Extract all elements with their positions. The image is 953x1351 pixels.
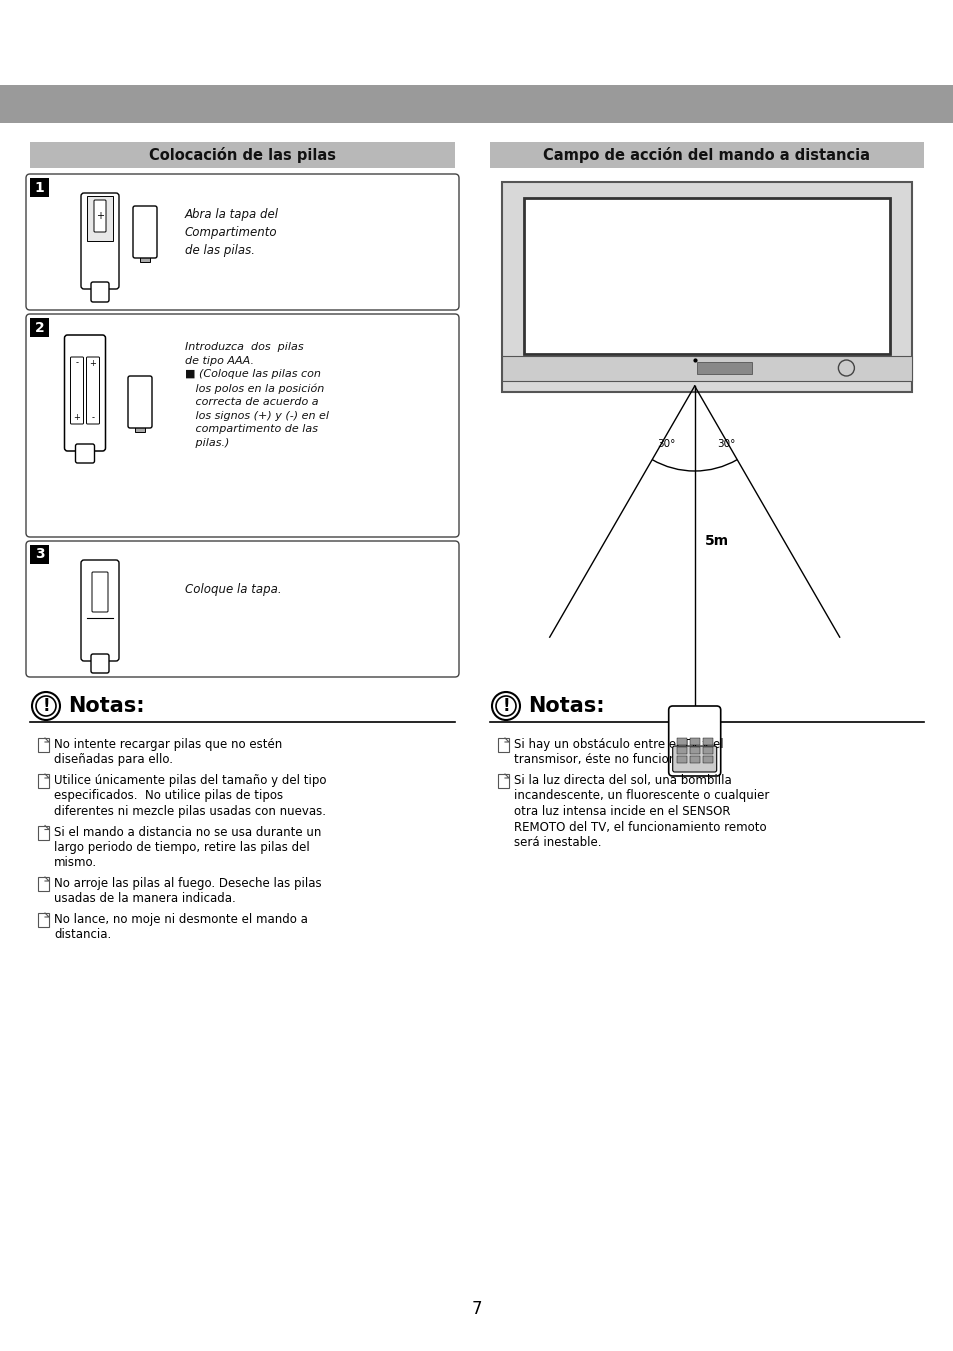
FancyBboxPatch shape [87,357,99,424]
Text: -: - [75,358,78,367]
FancyBboxPatch shape [497,774,509,788]
Bar [501,357,911,381]
Text: incandescente, un fluorescente o cualquier: incandescente, un fluorescente o cualqui… [514,789,768,802]
Text: Si la luz directa del sol, una bombilla: Si la luz directa del sol, una bombilla [514,774,731,788]
Text: 30°: 30° [657,439,675,449]
Text: 5m: 5m [704,534,728,549]
Bar [501,182,911,392]
FancyBboxPatch shape [672,746,716,771]
FancyBboxPatch shape [91,654,109,673]
Text: Abra la tapa del
Compartimento
de las pilas.: Abra la tapa del Compartimento de las pi… [185,208,278,257]
Text: Utilice únicamente pilas del tamaño y del tipo: Utilice únicamente pilas del tamaño y de… [54,774,326,788]
Text: 3: 3 [34,547,44,562]
Bar [676,757,686,763]
FancyBboxPatch shape [668,707,720,775]
Bar [30,544,49,563]
Bar [135,426,145,432]
Bar [676,738,686,744]
FancyBboxPatch shape [38,825,49,839]
Circle shape [492,692,519,720]
Text: Si hay un obstáculo entre el TV y el: Si hay un obstáculo entre el TV y el [514,738,723,751]
FancyBboxPatch shape [65,335,106,451]
Text: Coloque la tapa.: Coloque la tapa. [185,584,281,596]
Text: diseñadas para ello.: diseñadas para ello. [54,754,172,766]
Text: +: + [96,211,104,222]
Text: !: ! [501,697,509,715]
Bar [523,199,889,354]
FancyBboxPatch shape [91,571,108,612]
Text: Notas:: Notas: [68,696,145,716]
FancyBboxPatch shape [91,282,109,303]
Bar [140,255,150,262]
Text: Colocación de las pilas: Colocación de las pilas [149,147,335,163]
Text: 2: 2 [34,320,45,335]
Text: -: - [91,413,94,423]
Text: distancia.: distancia. [54,928,112,942]
Text: será inestable.: será inestable. [514,836,601,848]
Circle shape [32,692,60,720]
Bar [689,757,699,763]
Text: usadas de la manera indicada.: usadas de la manera indicada. [54,893,235,905]
Text: diferentes ni mezcle pilas usadas con nuevas.: diferentes ni mezcle pilas usadas con nu… [54,805,326,817]
Text: 1: 1 [34,181,45,195]
Bar [697,362,752,374]
FancyBboxPatch shape [81,561,119,661]
Text: mismo.: mismo. [54,857,97,870]
FancyBboxPatch shape [26,174,458,309]
Bar [702,747,712,754]
Text: transmisor, éste no funciona.: transmisor, éste no funciona. [514,754,686,766]
Text: +: + [90,358,96,367]
Text: No intente recargar pilas que no estén: No intente recargar pilas que no estén [54,738,282,751]
Text: 7: 7 [471,1300,482,1319]
Text: REMOTO del TV, el funcionamiento remoto: REMOTO del TV, el funcionamiento remoto [514,820,766,834]
Text: Si el mando a distancia no se usa durante un: Si el mando a distancia no se usa durant… [54,825,321,839]
FancyBboxPatch shape [94,200,106,232]
Bar [689,738,699,744]
Text: No lance, no moje ni desmonte el mando a: No lance, no moje ni desmonte el mando a [54,913,308,925]
Text: Introduzca  dos  pilas
de tipo AAA.
■ (Coloque las pilas con
   los polos en la : Introduzca dos pilas de tipo AAA. ■ (Col… [185,342,329,449]
Text: +: + [73,413,80,423]
Text: especificados.  No utilice pilas de tipos: especificados. No utilice pilas de tipos [54,789,283,802]
Text: otra luz intensa incide en el SENSOR: otra luz intensa incide en el SENSOR [514,805,730,817]
FancyBboxPatch shape [128,376,152,428]
Bar [702,757,712,763]
FancyBboxPatch shape [38,738,49,753]
Circle shape [496,696,516,716]
Text: !: ! [42,697,50,715]
FancyBboxPatch shape [26,540,458,677]
FancyBboxPatch shape [71,357,84,424]
FancyBboxPatch shape [81,193,119,289]
FancyBboxPatch shape [26,313,458,536]
FancyBboxPatch shape [132,205,157,258]
FancyBboxPatch shape [38,913,49,927]
FancyBboxPatch shape [38,877,49,892]
Bar [0,85,953,123]
Text: largo periodo de tiempo, retire las pilas del: largo periodo de tiempo, retire las pila… [54,842,310,854]
Bar [30,178,49,197]
Text: Notas:: Notas: [527,696,604,716]
FancyBboxPatch shape [497,738,509,753]
FancyBboxPatch shape [75,444,94,463]
Circle shape [36,696,56,716]
Bar [30,142,455,168]
Text: 30°: 30° [717,439,735,449]
Bar [702,738,712,744]
Bar [490,142,923,168]
Text: Campo de acción del mando a distancia: Campo de acción del mando a distancia [543,147,869,163]
Bar [87,196,112,240]
Bar [689,747,699,754]
Bar [676,747,686,754]
Bar [30,317,49,336]
FancyBboxPatch shape [38,774,49,788]
Text: No arroje las pilas al fuego. Deseche las pilas: No arroje las pilas al fuego. Deseche la… [54,877,321,890]
